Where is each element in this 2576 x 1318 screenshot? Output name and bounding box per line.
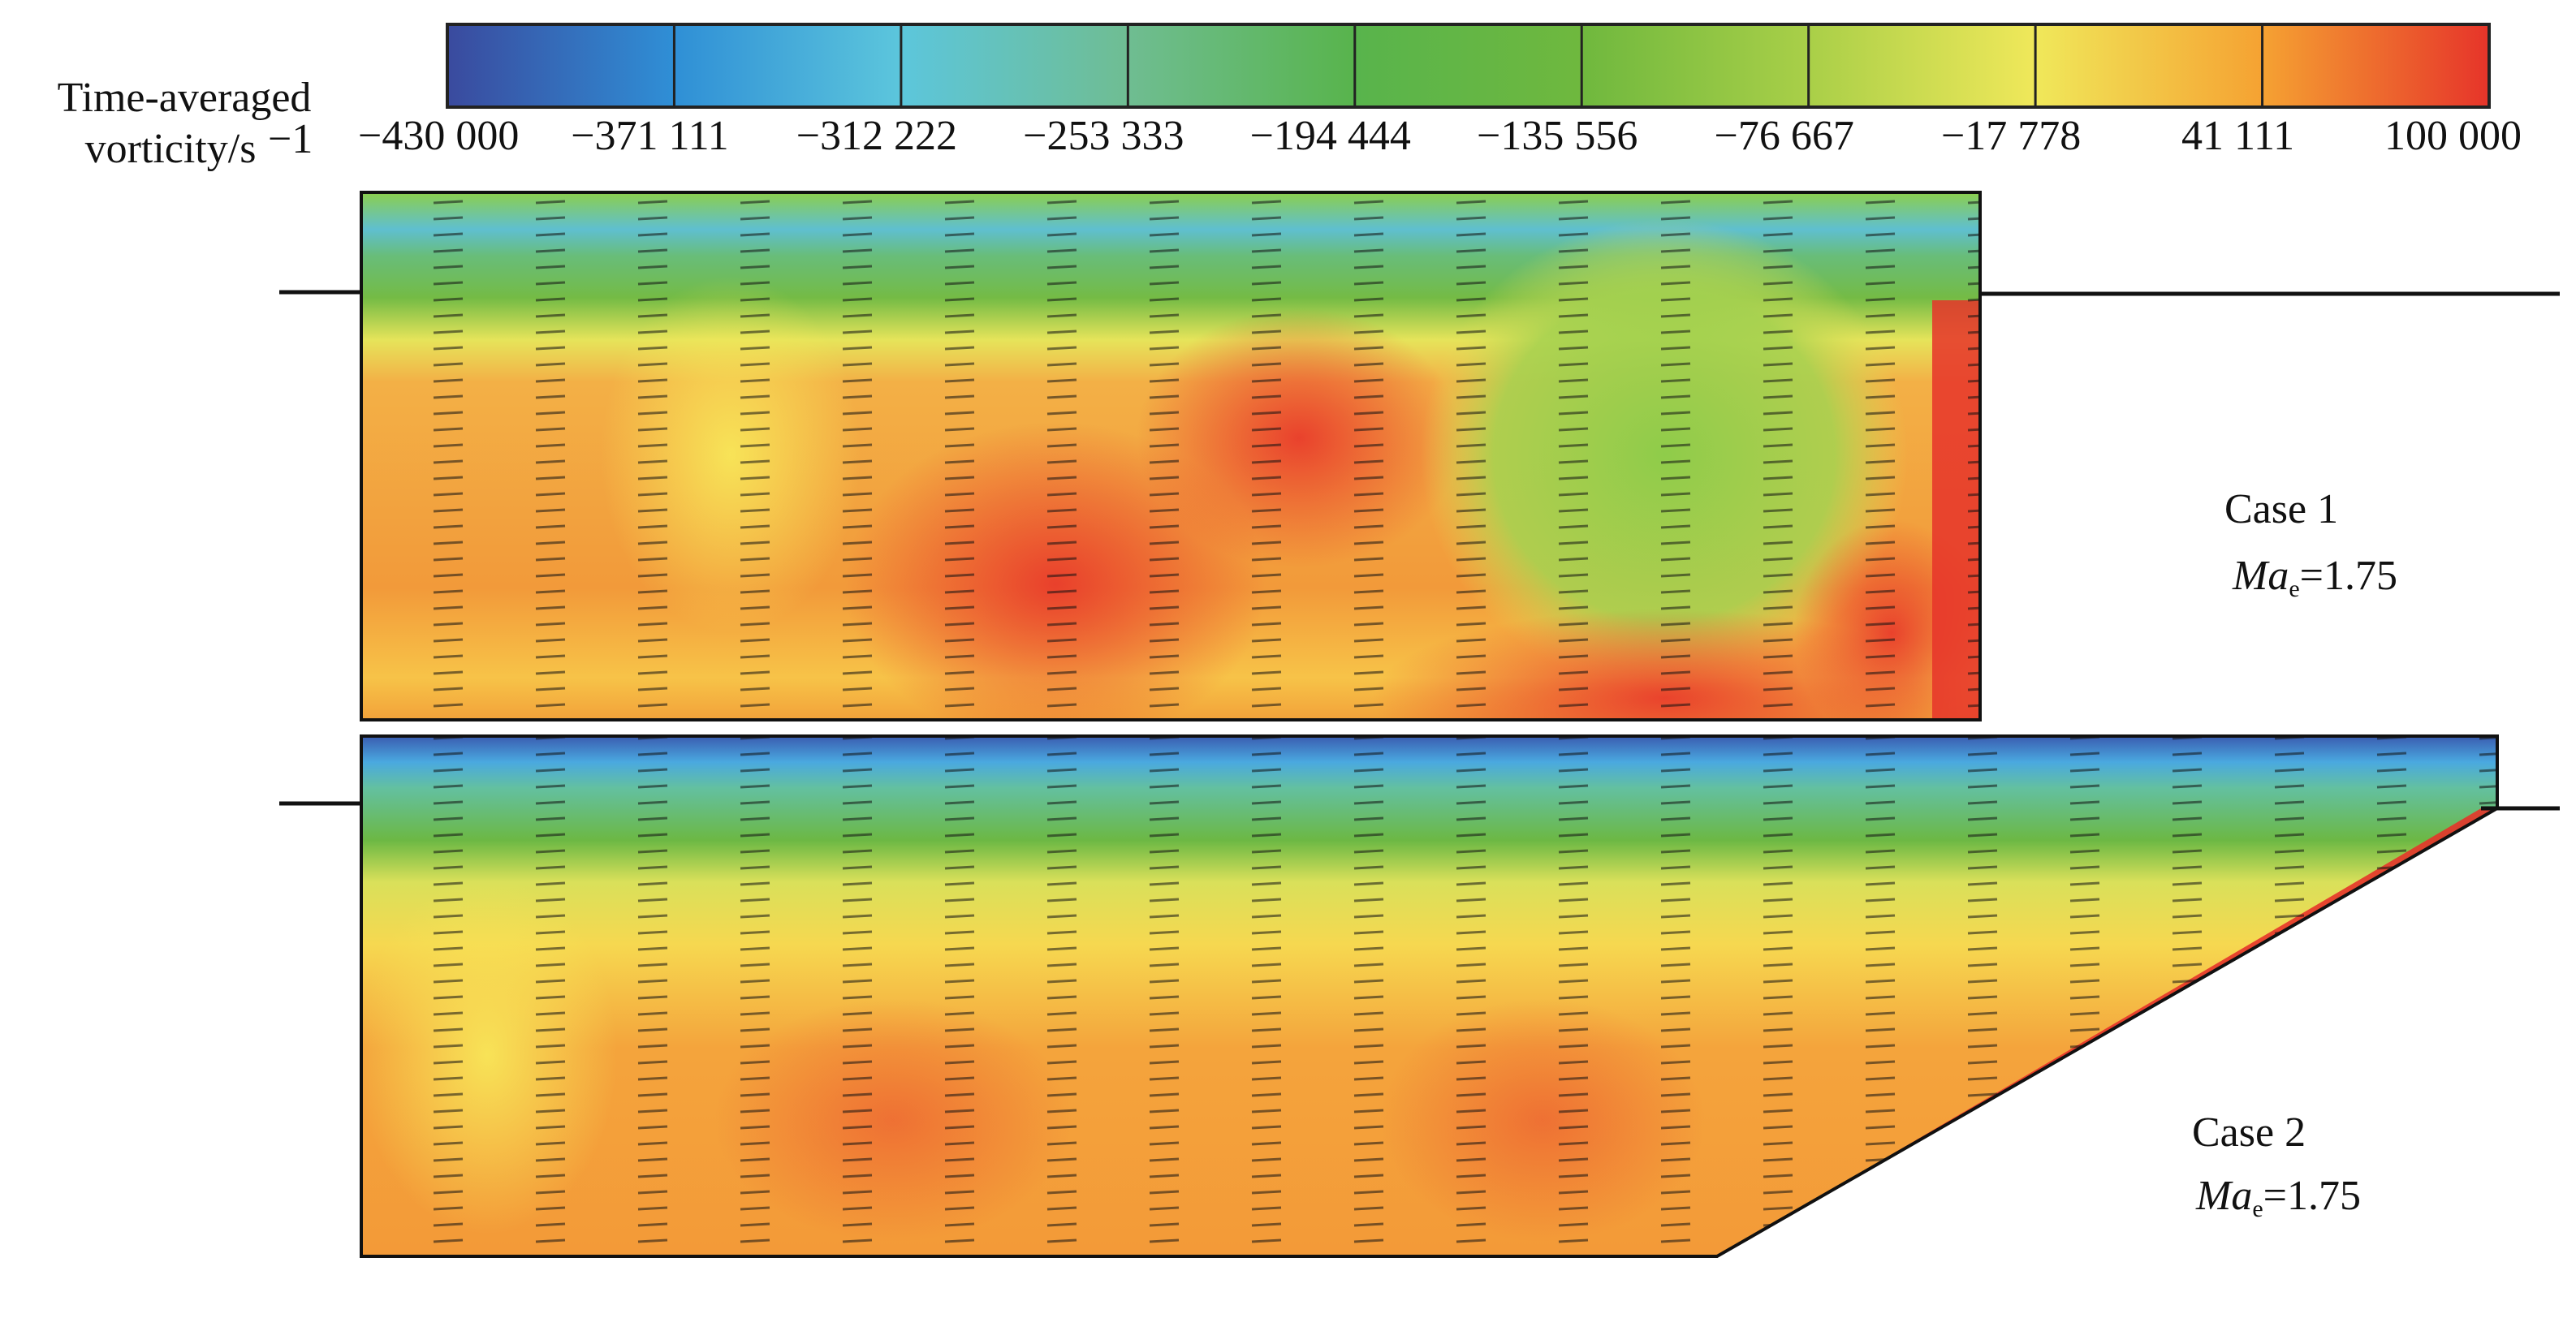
mach-subscript: e bbox=[2289, 575, 2299, 602]
mach-subscript: e bbox=[2252, 1195, 2263, 1222]
colorbar-segment bbox=[1581, 24, 1809, 107]
mach-symbol: Ma bbox=[2232, 553, 2289, 599]
colorbar-tick-label: −253 333 bbox=[1023, 113, 1184, 159]
colorbar-segment bbox=[2035, 24, 2263, 107]
colorbar-label-superscript: −1 bbox=[268, 116, 313, 162]
colorbar: −430 000 −371 111 −312 222 −253 333 −194 444… bbox=[358, 23, 2522, 159]
colorbar-segment bbox=[447, 24, 675, 107]
mach-symbol: Ma bbox=[2195, 1173, 2252, 1219]
mach-label: Mae=1.75 bbox=[2232, 553, 2397, 602]
case1-field bbox=[361, 192, 1980, 720]
colorbar-tick-label: −371 111 bbox=[571, 113, 728, 159]
colorbar-tick-label: −194 444 bbox=[1250, 113, 1411, 159]
colorbar-tick-label: −17 778 bbox=[1941, 113, 2081, 159]
colorbar-tick-label: −430 000 bbox=[358, 113, 519, 159]
mach-label: Mae=1.75 bbox=[2195, 1173, 2361, 1222]
colorbar-segment bbox=[2262, 24, 2489, 107]
colorbar-label: vorticity/s bbox=[85, 126, 257, 172]
colorbar-tick-label: −312 222 bbox=[796, 113, 957, 159]
mach-value: =1.75 bbox=[2300, 553, 2397, 599]
case1-frame bbox=[360, 191, 1982, 721]
colorbar-label: Time-averaged bbox=[58, 75, 312, 121]
colorbar-segment bbox=[1808, 24, 2036, 107]
colorbar-tick-label: 100 000 bbox=[2384, 113, 2522, 159]
colorbar-segment bbox=[900, 24, 1128, 107]
mach-value: =1.75 bbox=[2263, 1173, 2361, 1219]
panel-label: Case 1 bbox=[2224, 486, 2338, 532]
case2-frame bbox=[360, 734, 2499, 1258]
colorbar-segment bbox=[1354, 24, 1582, 107]
colorbar-tick-label: −135 556 bbox=[1477, 113, 1638, 159]
colorbar-segment bbox=[674, 24, 901, 107]
colorbar-tick-label: 41 111 bbox=[2181, 113, 2294, 159]
case2-field bbox=[361, 736, 2497, 1256]
colorbar-tick-label: −76 667 bbox=[1715, 113, 1854, 159]
colorbar-segment bbox=[1128, 24, 1355, 107]
panel-label: Case 2 bbox=[2192, 1109, 2306, 1156]
